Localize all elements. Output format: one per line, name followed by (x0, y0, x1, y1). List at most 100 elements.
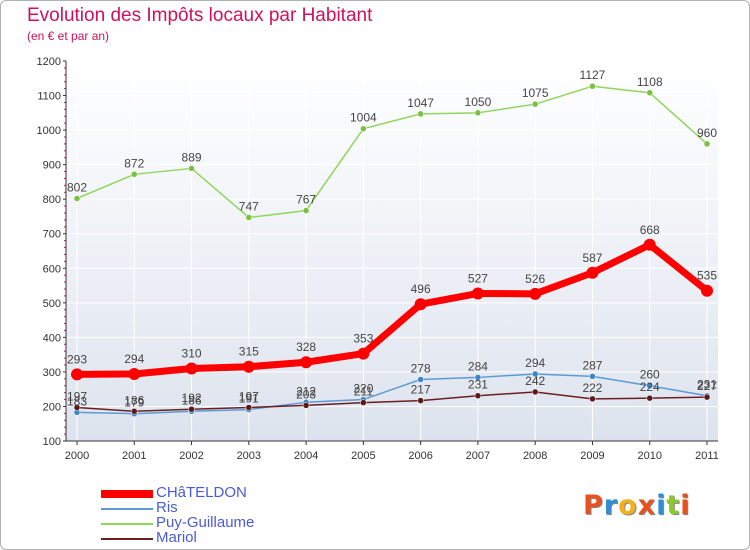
data-label: 293 (67, 352, 87, 366)
data-point (357, 347, 370, 360)
data-label: 872 (124, 156, 144, 170)
data-label: 1047 (407, 96, 434, 110)
data-label: 227 (697, 379, 717, 393)
data-label: 224 (640, 380, 660, 394)
data-point (242, 360, 255, 373)
y-tick-label: 600 (43, 263, 61, 275)
data-label: 960 (697, 126, 717, 140)
legend-swatch (101, 523, 153, 525)
data-point (360, 399, 367, 406)
data-label: 260 (640, 368, 660, 382)
y-tick-label: 1200 (37, 56, 61, 68)
data-point (188, 405, 195, 413)
logo-letter: i (680, 490, 691, 521)
data-point (646, 394, 653, 402)
data-point (245, 214, 253, 221)
y-tick-label: 700 (43, 229, 61, 241)
logo-letter: i (656, 490, 667, 521)
data-point (474, 374, 482, 381)
data-point (302, 402, 310, 409)
x-tick-label: 2000 (65, 450, 89, 462)
legend-swatch (101, 508, 153, 510)
series-line-0 (73, 241, 711, 378)
x-tick-label: 2007 (466, 450, 490, 462)
data-label: 1050 (465, 95, 492, 109)
data-point (417, 376, 424, 383)
x-tick-label: 2006 (408, 450, 432, 462)
data-point (646, 382, 653, 389)
series-line-2 (76, 85, 708, 219)
data-point (589, 82, 596, 90)
x-tick-label: 2008 (523, 450, 547, 462)
data-label: 1108 (637, 75, 663, 89)
data-label: 203 (296, 387, 316, 401)
data-label: 1004 (350, 111, 377, 125)
data-label: 192 (182, 391, 202, 405)
legend-label: Puy-Guillaume (156, 514, 255, 531)
x-tick-label: 2003 (237, 450, 261, 462)
data-label: 197 (67, 389, 87, 403)
logo-letter: x (637, 490, 657, 521)
data-point (417, 397, 424, 404)
data-point (703, 140, 711, 148)
data-point (71, 368, 83, 381)
data-point (414, 298, 427, 311)
data-point (360, 125, 367, 132)
data-label: 310 (182, 346, 202, 360)
data-point (703, 393, 711, 401)
data-point (302, 207, 310, 214)
data-point (185, 362, 198, 375)
y-tick-label: 1000 (37, 125, 61, 137)
data-point (474, 392, 482, 399)
data-point (646, 89, 653, 97)
data-label: 802 (67, 180, 87, 194)
data-label: 179 (124, 396, 144, 410)
x-tick-label: 2005 (351, 450, 375, 462)
data-label: 315 (239, 345, 259, 359)
data-point (643, 238, 656, 251)
data-label: 1075 (522, 86, 549, 100)
data-label: 284 (468, 359, 488, 373)
plot-area (66, 61, 718, 441)
data-label: 217 (411, 383, 431, 397)
y-tick-label: 300 (43, 367, 61, 379)
data-label: 527 (468, 271, 488, 285)
data-label: 231 (697, 378, 717, 392)
data-label: 668 (640, 223, 660, 237)
data-label: 186 (182, 393, 202, 407)
data-label: 183 (67, 394, 87, 408)
data-label: 353 (353, 332, 373, 346)
data-label: 231 (468, 378, 488, 392)
data-point (701, 284, 713, 297)
legend-label: CHâTELDON (156, 484, 247, 501)
legend-swatch (101, 490, 153, 498)
data-point (131, 408, 138, 415)
y-tick-label: 1100 (37, 91, 61, 103)
data-point (73, 404, 81, 411)
data-label: 220 (353, 382, 373, 396)
data-point (245, 404, 253, 411)
series-line-1 (76, 373, 708, 415)
data-label: 496 (411, 282, 431, 296)
y-tick-label: 400 (43, 332, 61, 344)
data-label: 191 (239, 392, 259, 406)
data-label: 889 (182, 150, 202, 164)
data-point (589, 373, 596, 380)
data-point (131, 171, 138, 178)
data-point (188, 165, 195, 172)
data-point (300, 356, 313, 369)
legend-label: Ris (156, 499, 178, 516)
x-tick-label: 2010 (637, 450, 661, 462)
data-label: 294 (525, 356, 545, 370)
y-tick-label: 200 (43, 401, 61, 413)
x-tick-label: 2002 (179, 450, 203, 462)
x-tick-label: 2001 (122, 450, 146, 462)
data-point (531, 100, 539, 108)
data-point (474, 109, 482, 117)
proxiti-logo: Proxiti (583, 490, 691, 521)
y-tick-label: 900 (43, 160, 61, 172)
data-point (417, 110, 424, 118)
data-point (73, 195, 81, 202)
y-tick-label: 500 (43, 298, 61, 310)
